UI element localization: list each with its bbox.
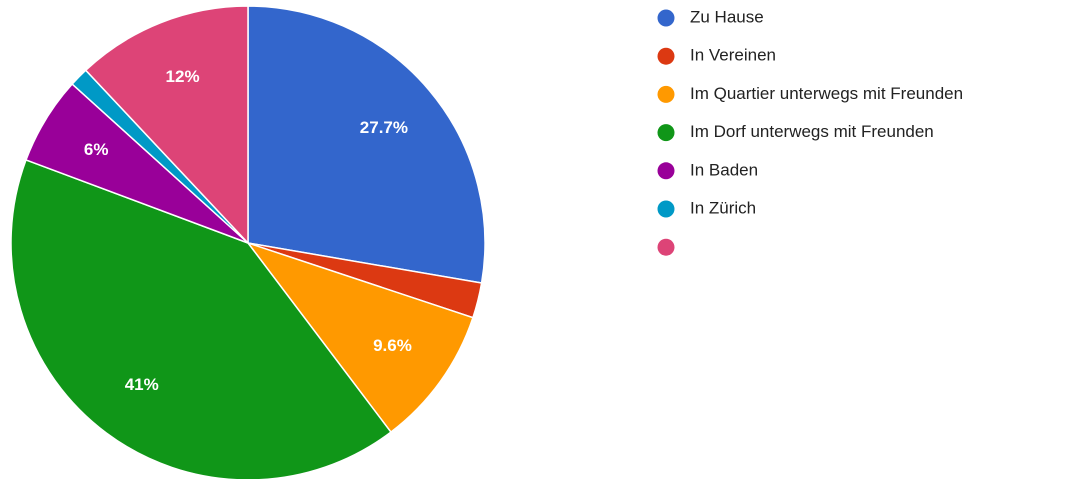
- legend-label: Im Quartier unterwegs mit Freunden: [690, 84, 963, 103]
- slice-label: 41%: [125, 375, 159, 394]
- pie-slice: [84, 5, 249, 245]
- pie-slice: [10, 158, 392, 479]
- legend-swatch: [657, 47, 675, 65]
- legend-label: In Vereinen: [690, 46, 776, 65]
- legend-swatch: [657, 9, 675, 27]
- legend-swatch: [657, 200, 675, 218]
- pie-slice: [247, 5, 486, 284]
- legend-label: In Zürich: [690, 198, 756, 217]
- legend-label: Zu Hause: [690, 7, 764, 26]
- slice-label: 27.7%: [360, 118, 408, 137]
- legend-swatch: [657, 162, 675, 180]
- legend-swatch: [657, 85, 675, 103]
- slice-label: 12%: [166, 67, 200, 86]
- pie-slice: [245, 241, 474, 434]
- legend-label: Im Dorf unterwegs mit Freunden: [690, 122, 934, 141]
- legend-label: In Baden: [690, 160, 758, 179]
- slice-label: 6%: [84, 140, 109, 159]
- legend-swatch: [657, 124, 675, 142]
- slice-label: 9.6%: [373, 336, 412, 355]
- legend-swatch: [657, 238, 675, 256]
